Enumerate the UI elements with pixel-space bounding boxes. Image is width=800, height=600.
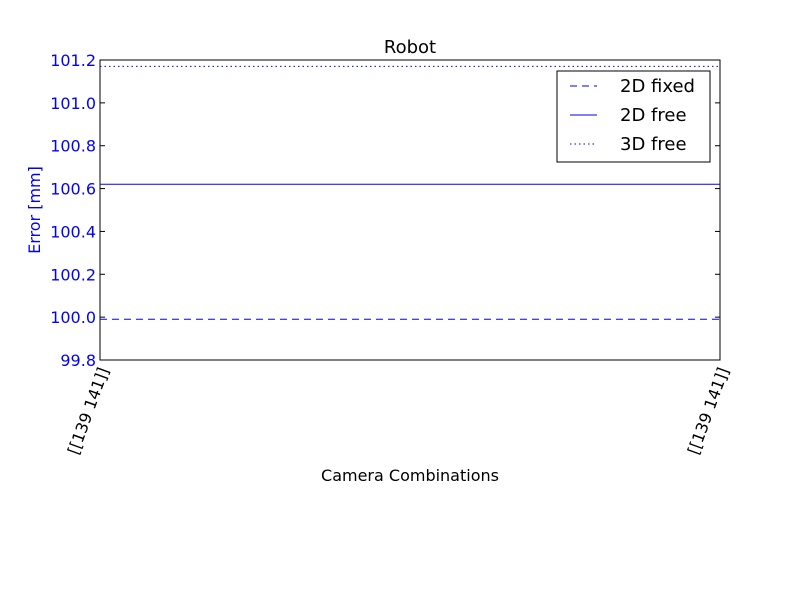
y-ticks: 99.8 100.0 100.2 100.4 100.6 100.8 101.0 101.2 xyxy=(50,51,720,370)
legend-label: 2D free xyxy=(620,105,687,126)
x-axis-label: Camera Combinations xyxy=(321,466,499,485)
x-tick-label: [[139 141]] xyxy=(64,365,113,457)
legend: 2D fixed 2D free 3D free xyxy=(556,70,711,163)
y-tick-label: 100.0 xyxy=(50,308,96,327)
y-tick-label: 99.8 xyxy=(60,351,96,370)
series-lines xyxy=(100,65,720,320)
y-tick-label: 101.0 xyxy=(50,94,96,113)
y-tick-label: 100.4 xyxy=(50,222,96,241)
x-tick-label: [[139 141]] xyxy=(684,365,733,457)
legend-label: 2D fixed xyxy=(620,76,695,97)
y-axis-label: Error [mm] xyxy=(25,166,44,254)
y-tick-label: 100.6 xyxy=(50,180,96,199)
y-tick-label: 100.2 xyxy=(50,265,96,284)
axes-frame xyxy=(99,59,721,361)
y-tick-label: 100.8 xyxy=(50,137,96,156)
chart-title: Robot xyxy=(384,37,436,58)
legend-label: 3D free xyxy=(620,134,687,155)
y-tick-label: 101.2 xyxy=(50,51,96,70)
